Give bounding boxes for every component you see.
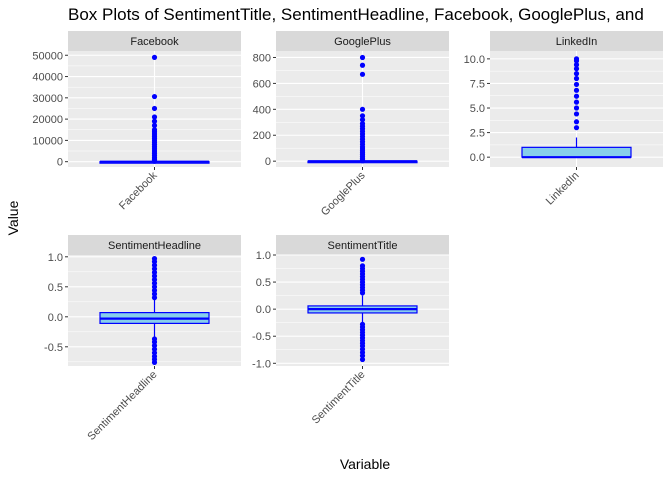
outlier-point xyxy=(151,266,158,272)
facet-strip xyxy=(68,235,241,255)
outlier-point xyxy=(151,269,158,275)
outlier-point xyxy=(151,158,158,164)
y-tick-label: 600 xyxy=(253,78,271,90)
y-tick-label: 0 xyxy=(57,157,63,169)
outlier-point xyxy=(573,105,580,111)
facet-panels: Facebook 0 10000 20000 30000 40000 50000 Facebo… xyxy=(32,31,663,443)
y-tick-label: 0.0 xyxy=(256,304,271,316)
outlier-point xyxy=(573,62,580,68)
y-axis-title: Value xyxy=(5,200,21,235)
x-axis-title: Variable xyxy=(340,456,391,472)
outlier-point xyxy=(359,106,366,112)
outlier-point xyxy=(151,287,158,293)
outlier-point xyxy=(151,256,158,262)
outlier-point xyxy=(573,75,580,82)
y-tick-label: 10.0 xyxy=(464,54,485,66)
facet-strip-label: LinkedIn xyxy=(556,36,598,48)
outlier-point xyxy=(151,54,158,60)
x-tick-label: SentimentTitle xyxy=(310,369,368,427)
y-tick-label: 0.0 xyxy=(48,312,63,324)
outlier-point xyxy=(573,99,580,105)
panel-linkedin: LinkedIn 0.0 2.5 5.0 7.5 10.0 LinkedIn xyxy=(464,31,663,208)
facet-strip-label: Facebook xyxy=(130,36,179,48)
y-tick-label: 0 xyxy=(265,156,271,168)
y-tick-label: 1.0 xyxy=(256,250,271,262)
outlier-point xyxy=(151,284,158,290)
outlier-point xyxy=(359,113,366,119)
outlier-point xyxy=(359,71,366,77)
outlier-point xyxy=(151,277,158,283)
outlier-point xyxy=(151,114,158,120)
x-tick-label: LinkedIn xyxy=(544,170,582,208)
outlier-point xyxy=(359,117,366,123)
facet-strip xyxy=(490,31,663,51)
outlier-point xyxy=(573,56,580,62)
y-tick-label: -0.5 xyxy=(252,331,271,343)
y-tick-label: -1.0 xyxy=(252,358,271,370)
outlier-point xyxy=(573,125,580,131)
outlier-point xyxy=(151,339,158,345)
outlier-point xyxy=(151,291,158,297)
facet-strip-label: SentimentHeadline xyxy=(108,240,201,252)
y-tick-label: 50000 xyxy=(32,50,63,62)
outlier-point xyxy=(151,262,158,268)
outlier-point xyxy=(151,118,158,124)
outlier-point xyxy=(359,263,366,269)
y-tick-label: 7.5 xyxy=(470,78,485,90)
y-tick-label: 40000 xyxy=(32,72,63,84)
box-iqr xyxy=(521,146,632,158)
y-tick-label: 200 xyxy=(253,130,271,142)
y-tick-label: 2.5 xyxy=(470,128,485,140)
outlier-point xyxy=(573,66,580,72)
outlier-point xyxy=(573,111,580,117)
y-tick-label: 30000 xyxy=(32,93,63,105)
y-tick-label: 5.0 xyxy=(470,103,485,115)
y-tick-label: 20000 xyxy=(32,114,63,126)
y-tick-label: 400 xyxy=(253,104,271,116)
outlier-point xyxy=(151,273,158,279)
outlier-point xyxy=(359,356,366,363)
facet-strip-label: SentimentTitle xyxy=(328,240,398,252)
y-tick-label: 10000 xyxy=(32,135,63,147)
outlier-point xyxy=(359,256,366,262)
outlier-point xyxy=(359,158,366,164)
panel-facebook: Facebook 0 10000 20000 30000 40000 50000 Facebo… xyxy=(32,31,241,212)
outlier-point xyxy=(359,54,366,61)
outlier-point xyxy=(359,353,366,359)
y-tick-label: 0.0 xyxy=(470,152,485,164)
outlier-point xyxy=(573,81,580,88)
outlier-point xyxy=(573,119,580,125)
facet-strip xyxy=(68,31,241,51)
outlier-point xyxy=(151,93,158,100)
x-tick-label: SentimentHeadline xyxy=(85,369,159,443)
y-tick-label: -0.5 xyxy=(44,342,63,354)
outlier-point xyxy=(151,343,158,349)
x-tick-label: Facebook xyxy=(117,169,160,212)
y-tick-label: 1.0 xyxy=(48,252,63,264)
outlier-point xyxy=(151,280,158,286)
x-tick-label: GooglePlus xyxy=(319,169,368,218)
panel-sentimentheadline: SentimentHeadline -0.5 0.0 0.5 1.0 SentimentH… xyxy=(44,235,241,443)
outlier-point xyxy=(359,62,366,68)
facet-strip xyxy=(276,31,449,51)
facet-strip xyxy=(276,235,449,255)
outlier-point xyxy=(151,105,158,112)
outlier-point xyxy=(573,93,580,99)
outlier-point xyxy=(151,122,158,129)
outlier-point xyxy=(151,346,158,352)
panel-googleplus: GooglePlus 0 200 400 600 800 GooglePlus xyxy=(253,31,449,218)
outlier-point xyxy=(573,71,580,77)
facet-strip-label: GooglePlus xyxy=(334,36,391,48)
chart-title: Box Plots of SentimentTitle, SentimentHe… xyxy=(68,5,644,24)
outlier-point xyxy=(151,295,158,301)
y-tick-label: 800 xyxy=(253,52,271,64)
outlier-point xyxy=(151,350,158,356)
panel-sentimenttitle: SentimentTitle -1.0 -0.5 0.0 0.5 1.0 Sentiment… xyxy=(252,235,449,427)
outlier-point xyxy=(573,87,580,93)
y-tick-label: 0.5 xyxy=(48,282,63,294)
outlier-point xyxy=(151,359,158,365)
y-tick-label: 0.5 xyxy=(256,277,271,289)
